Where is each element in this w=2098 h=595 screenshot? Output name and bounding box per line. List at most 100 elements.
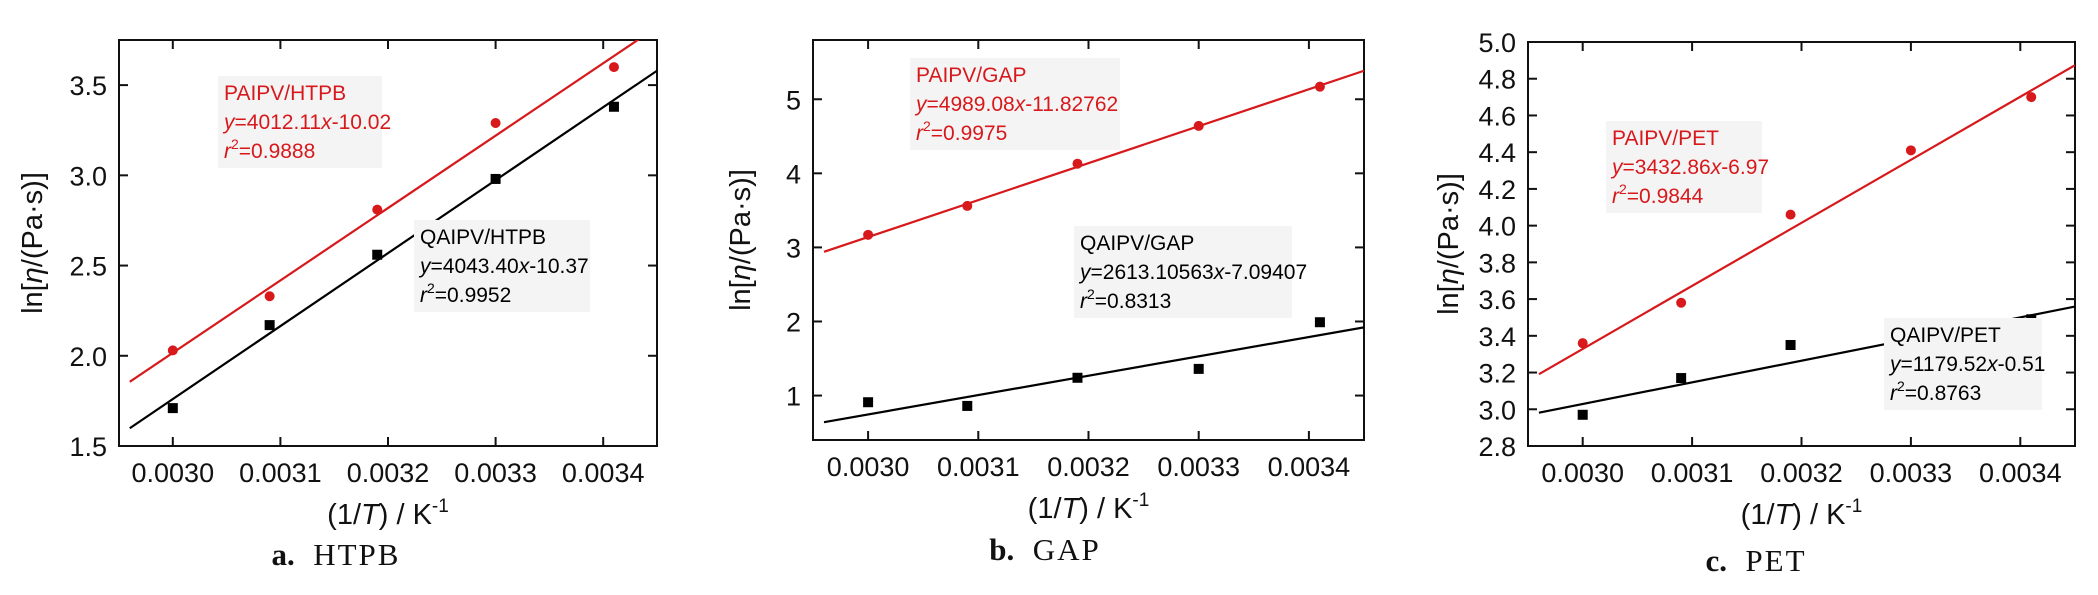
y-axis-label-italic: η bbox=[1433, 268, 1465, 284]
data-point bbox=[962, 400, 973, 411]
y-axis-label-italic: η bbox=[725, 264, 757, 280]
data-point bbox=[167, 345, 178, 356]
data-point bbox=[264, 320, 275, 331]
data-point bbox=[1072, 372, 1083, 383]
fit-line-paipv-gap bbox=[823, 69, 1364, 253]
x-tick-label: 0.0034 bbox=[1979, 458, 2062, 488]
annotation-r2: r2=0.8763 bbox=[1890, 378, 1981, 405]
annotation-background bbox=[414, 220, 590, 312]
y-axis-label-suffix: /(Pa·s)] bbox=[725, 169, 757, 264]
x-axis-label-suffix: ) / K bbox=[1079, 493, 1133, 525]
r2-sup: 2 bbox=[231, 136, 239, 152]
data-point bbox=[372, 249, 383, 260]
y-tick-label: 3.0 bbox=[69, 161, 107, 191]
x-axis-label-suffix: ) / K bbox=[379, 499, 433, 531]
r2-label: r bbox=[1612, 185, 1620, 208]
annotation-r2: r2=0.9888 bbox=[224, 136, 315, 163]
equation-intercept: -7.09407 bbox=[1224, 261, 1307, 284]
panel-letter: c. bbox=[1705, 543, 1727, 578]
y-tick-label: 3.5 bbox=[69, 71, 107, 101]
fit-line-qaipv-htpb bbox=[129, 69, 657, 430]
panel-caption: b. GAP bbox=[989, 532, 1100, 567]
equation-y: y bbox=[914, 93, 928, 116]
x-tick-label: 0.0032 bbox=[1047, 452, 1130, 482]
fit-line-paipv-pet bbox=[1538, 64, 2075, 376]
x-axis-label: (1/T) / K-1 bbox=[1741, 496, 1863, 531]
r2-value: =0.9888 bbox=[239, 140, 316, 163]
x-axis-label: (1/T) / K-1 bbox=[1028, 490, 1150, 525]
annotation-r2: r2=0.9952 bbox=[420, 280, 511, 307]
y-tick-label: 4.8 bbox=[1478, 65, 1516, 95]
equation-slope: =4989.08 bbox=[927, 93, 1015, 116]
equation-x: x bbox=[518, 255, 531, 278]
y-tick-label: 3 bbox=[786, 233, 801, 263]
data-point bbox=[1577, 409, 1588, 420]
equation-y: y bbox=[1078, 261, 1092, 284]
y-tick-label: 2 bbox=[786, 307, 801, 337]
y-tick-label: 3.4 bbox=[1478, 322, 1516, 352]
data-point bbox=[1072, 158, 1083, 169]
annotation-equation: y=4043.40x-10.37 bbox=[418, 255, 589, 278]
y-axis-label: ln[η/(Pa·s)] bbox=[725, 169, 757, 311]
equation-x: x bbox=[320, 111, 333, 134]
annotation-equation: y=1179.52x-0.51 bbox=[1888, 353, 2046, 376]
data-point bbox=[1785, 209, 1796, 220]
annotation-r2: r2=0.9975 bbox=[916, 118, 1007, 145]
data-point bbox=[264, 291, 275, 302]
equation-y: y bbox=[418, 255, 432, 278]
x-axis-label-prefix: (1/ bbox=[1028, 493, 1063, 525]
x-axis-label-sup: -1 bbox=[432, 496, 449, 517]
data-point bbox=[1577, 338, 1588, 349]
data-point bbox=[372, 204, 383, 215]
r2-label: r bbox=[420, 284, 428, 307]
data-point bbox=[1193, 120, 1204, 131]
fit-line-qaipv-gap bbox=[823, 326, 1364, 424]
y-tick-label: 3.2 bbox=[1478, 359, 1516, 389]
x-tick-label: 0.0033 bbox=[1870, 458, 1953, 488]
y-axis-label: ln[η/(Pa·s)] bbox=[1433, 173, 1465, 315]
x-axis-label-sup: -1 bbox=[1132, 490, 1149, 511]
r2-value: =0.8313 bbox=[1095, 290, 1172, 313]
y-tick-label: 3.6 bbox=[1478, 285, 1516, 315]
x-tick-label: 0.0031 bbox=[239, 458, 322, 488]
equation-y: y bbox=[222, 111, 236, 134]
equation-slope: =4012.11 bbox=[235, 111, 322, 134]
r2-label: r bbox=[1080, 290, 1088, 313]
y-tick-label: 1 bbox=[786, 382, 801, 412]
data-point bbox=[167, 403, 178, 414]
x-tick-label: 0.0032 bbox=[1760, 458, 1843, 488]
annotation-r2: r2=0.8313 bbox=[1080, 286, 1171, 313]
x-tick-label: 0.0031 bbox=[937, 452, 1020, 482]
data-point bbox=[1193, 363, 1204, 374]
equation-y: y bbox=[1610, 156, 1624, 179]
r2-value: =0.8763 bbox=[1905, 382, 1982, 405]
r2-sup: 2 bbox=[1619, 181, 1627, 197]
y-axis-label: ln[η/(Pa·s)] bbox=[17, 172, 49, 314]
annotation-equation: y=3432.86x-6.97 bbox=[1610, 156, 1769, 179]
caption-text: GAP bbox=[1033, 532, 1101, 567]
y-axis-label-prefix: ln[ bbox=[17, 283, 49, 314]
x-axis-label-italic: T bbox=[361, 499, 381, 531]
data-point bbox=[1676, 297, 1687, 308]
equation-y: y bbox=[1888, 353, 1902, 376]
y-axis-label-italic: η bbox=[17, 267, 49, 283]
data-point bbox=[2026, 92, 2037, 103]
data-point bbox=[490, 173, 501, 184]
y-tick-label: 2.0 bbox=[69, 342, 107, 372]
chart-panel-2: 0.0030 0.0031 0.0032 0.0033 0.0034 1 2 3 4 5 (1/T)… bbox=[725, 39, 1365, 567]
x-tick-label: 0.0034 bbox=[562, 458, 645, 488]
data-point bbox=[1785, 340, 1796, 350]
x-axis-label-italic: T bbox=[1775, 499, 1795, 531]
data-point bbox=[490, 118, 501, 129]
r2-value: =0.9975 bbox=[931, 122, 1008, 145]
annotation-background bbox=[218, 76, 382, 168]
equation-slope: =2613.10563 bbox=[1091, 261, 1214, 284]
data-point bbox=[863, 229, 874, 240]
chart-panel-3: 0.0030 0.0031 0.0032 0.0033 0.0034 2.8 3.0 3.2 3… bbox=[1433, 28, 2076, 578]
equation-intercept: -10.02 bbox=[332, 111, 392, 134]
r2-label: r bbox=[1890, 382, 1898, 405]
annotation-equation: y=2613.10563x-7.09407 bbox=[1078, 261, 1307, 284]
y-tick-label: 4.2 bbox=[1478, 175, 1516, 205]
y-tick-label: 5 bbox=[786, 85, 801, 115]
x-tick-label: 0.0030 bbox=[1541, 458, 1624, 488]
